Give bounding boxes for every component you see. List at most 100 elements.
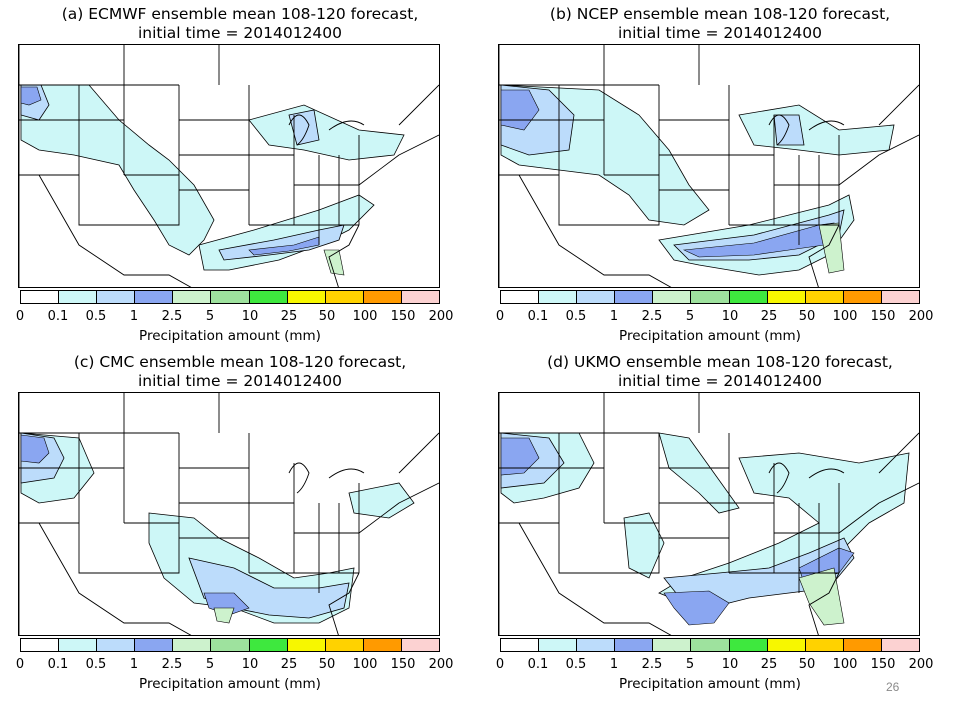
title-line-1: (d) UKMO ensemble mean 108-120 forecast, (547, 353, 893, 371)
tick-label: 1 (129, 309, 139, 324)
title-line-2: initial time = 2014012400 (617, 372, 823, 390)
panel-ukmo: (d) UKMO ensemble mean 108-120 forecast,… (480, 348, 960, 708)
panel-title: (c) CMC ensemble mean 108-120 forecast, … (0, 353, 480, 391)
color-swatch (173, 639, 212, 651)
precip-fill-light (20, 84, 405, 271)
color-swatch (21, 639, 60, 651)
color-swatch (691, 639, 730, 651)
color-swatch (59, 639, 98, 651)
color-swatch (577, 639, 616, 651)
color-swatch (805, 291, 844, 303)
tick-label: 25 (760, 657, 778, 672)
tick-label: 5 (685, 309, 695, 324)
precip-fill-green (818, 222, 845, 274)
color-swatch (501, 291, 540, 303)
tick-label: 10 (241, 657, 259, 672)
tick-label: 150 (870, 309, 896, 324)
color-swatch (287, 639, 326, 651)
color-swatch (843, 639, 882, 651)
colorbar-label: Precipitation amount (mm) (619, 328, 801, 344)
tick-label: 1 (129, 657, 139, 672)
color-swatch (249, 639, 288, 651)
panel-title: (d) UKMO ensemble mean 108-120 forecast,… (480, 353, 960, 391)
title-line-2: initial time = 2014012400 (137, 24, 343, 42)
color-swatch (615, 639, 654, 651)
color-swatch (211, 639, 250, 651)
panel-ecmwf: (a) ECMWF ensemble mean 108-120 forecast… (0, 0, 480, 360)
state-boundaries (499, 393, 919, 635)
tick-label: 100 (832, 657, 858, 672)
color-swatch (501, 639, 540, 651)
title-line-1: (b) NCEP ensemble mean 108-120 forecast, (549, 5, 891, 23)
color-swatch (97, 639, 136, 651)
colorbar (500, 638, 920, 652)
color-swatch (805, 639, 844, 651)
tick-label: 0.5 (85, 657, 107, 672)
tick-label: 5 (205, 657, 215, 672)
tick-label: 10 (241, 309, 259, 324)
color-swatch (97, 291, 136, 303)
color-swatch (211, 291, 250, 303)
tick-label: 0.5 (565, 309, 587, 324)
color-swatch (691, 291, 730, 303)
color-swatch (287, 291, 326, 303)
color-swatch (615, 291, 654, 303)
tick-label: 5 (685, 657, 695, 672)
title-line-2: initial time = 2014012400 (137, 372, 343, 390)
color-swatch (135, 291, 174, 303)
tick-label: 0.1 (47, 657, 69, 672)
tick-label: 50 (798, 657, 816, 672)
colorbar-ticks: 0 0.1 0.5 1 2.5 5 10 25 50 100 150 200 (480, 309, 960, 325)
color-swatch (653, 639, 692, 651)
tick-label: 0.1 (527, 657, 549, 672)
tick-label: 1 (609, 309, 619, 324)
tick-label: 0.1 (527, 309, 549, 324)
color-swatch (249, 291, 288, 303)
tick-label: 100 (352, 657, 378, 672)
tick-label: 25 (280, 309, 298, 324)
state-boundaries (499, 45, 919, 287)
colorbar-ticks: 0 0.1 0.5 1 2.5 5 10 25 50 100 150 200 (0, 657, 480, 673)
tick-label: 10 (721, 657, 739, 672)
tick-label: 2.5 (161, 657, 183, 672)
tick-label: 0.5 (565, 657, 587, 672)
tick-label: 100 (832, 309, 858, 324)
state-boundaries (19, 393, 439, 635)
colorbar-ticks: 0 0.1 0.5 1 2.5 5 10 25 50 100 150 200 (0, 309, 480, 325)
precipitation-map (18, 44, 440, 288)
color-swatch (363, 639, 402, 651)
colorbar (20, 638, 440, 652)
color-swatch (729, 639, 768, 651)
precip-fill-green (213, 607, 235, 624)
colorbar-label: Precipitation amount (mm) (619, 676, 801, 692)
tick-label: 0 (15, 657, 25, 672)
state-boundaries (19, 45, 439, 287)
tick-label: 10 (721, 309, 739, 324)
tick-label: 200 (428, 657, 454, 672)
color-swatch (173, 291, 212, 303)
color-swatch (881, 639, 920, 651)
color-swatch (325, 291, 364, 303)
tick-label: 0 (495, 309, 505, 324)
page-number: 26 (886, 680, 900, 694)
color-swatch (401, 639, 440, 651)
tick-label: 200 (428, 309, 454, 324)
color-swatch (767, 639, 806, 651)
color-swatch (21, 291, 60, 303)
panel-ncep: (b) NCEP ensemble mean 108-120 forecast,… (480, 0, 960, 360)
tick-label: 1 (609, 657, 619, 672)
color-swatch (135, 639, 174, 651)
colorbar-label: Precipitation amount (mm) (139, 328, 321, 344)
title-line-1: (c) CMC ensemble mean 108-120 forecast, (73, 353, 407, 371)
color-swatch (767, 291, 806, 303)
color-swatch (401, 291, 440, 303)
tick-label: 150 (870, 657, 896, 672)
panel-title: (b) NCEP ensemble mean 108-120 forecast,… (480, 5, 960, 43)
tick-label: 0.1 (47, 309, 69, 324)
color-swatch (729, 291, 768, 303)
color-swatch (577, 291, 616, 303)
tick-label: 100 (352, 309, 378, 324)
precipitation-map (498, 392, 920, 636)
colorbar (500, 290, 920, 304)
color-swatch (843, 291, 882, 303)
